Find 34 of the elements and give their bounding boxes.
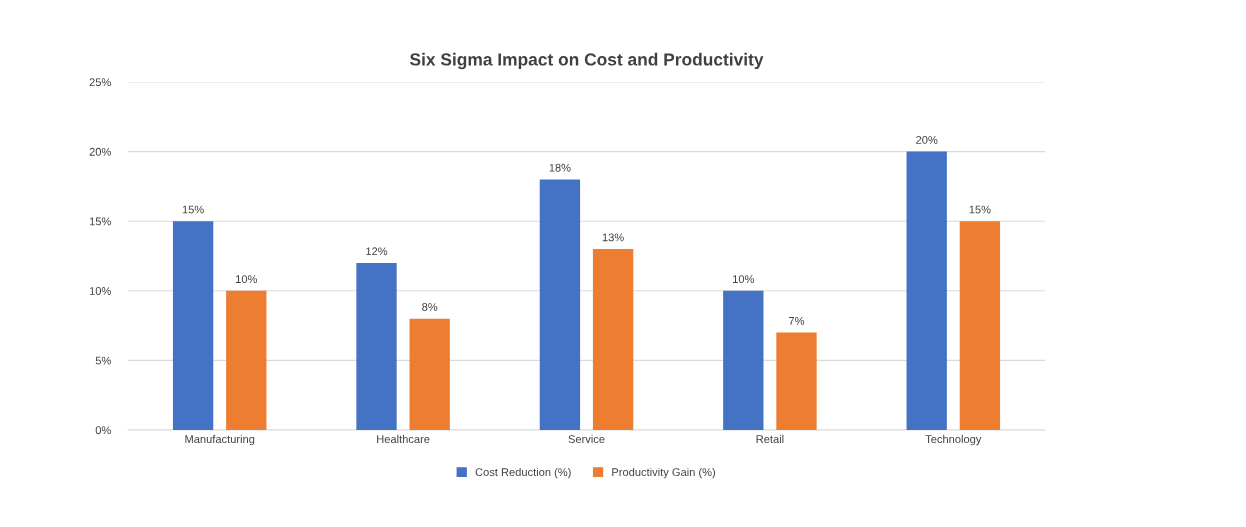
y-tick-label: 20%: [89, 147, 111, 156]
data-label: 15%: [969, 205, 991, 214]
data-label: 10%: [733, 275, 755, 284]
y-tick-label: 0%: [95, 426, 111, 435]
bar: [539, 179, 581, 430]
data-label: 10%: [236, 275, 258, 284]
y-tick-label: 15%: [89, 217, 111, 226]
data-label: 8%: [422, 303, 438, 311]
data-label: 18%: [549, 163, 571, 172]
bar: [723, 290, 764, 430]
y-tick-label: 5%: [95, 356, 111, 365]
bar: [776, 332, 817, 430]
y-tick-label: 25%: [89, 78, 111, 87]
data-label: 20%: [916, 135, 938, 144]
y-tick-label: 10%: [89, 287, 111, 295]
data-label: 15%: [182, 205, 204, 214]
x-tick-label: Manufacturing: [185, 434, 255, 446]
legend-label: Productivity Gain (%): [612, 467, 716, 479]
x-tick-label: Retail: [756, 434, 784, 444]
bar: [226, 290, 267, 430]
bar: [409, 318, 450, 430]
bar: [906, 151, 947, 430]
bar: [356, 262, 397, 430]
x-tick-label: Healthcare: [377, 434, 430, 444]
data-label: 12%: [366, 247, 388, 256]
bar: [172, 221, 214, 430]
data-label: 13%: [602, 233, 624, 242]
bar: [959, 221, 1001, 430]
bar: [592, 249, 634, 430]
legend-label: Cost Reduction (%): [475, 467, 571, 479]
chart-title: Six Sigma Impact on Cost and Productivity: [409, 52, 764, 70]
x-tick-label: Technology: [925, 434, 982, 446]
x-tick-label: Service: [568, 434, 605, 444]
data-label: 7%: [789, 316, 805, 325]
